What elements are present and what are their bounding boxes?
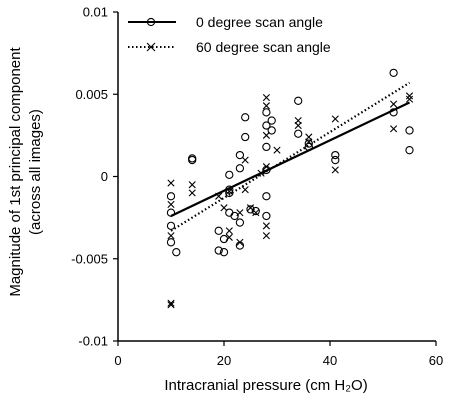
point-0-degree xyxy=(389,108,398,117)
point-0-degree xyxy=(230,211,239,221)
x-tick-label: 20 xyxy=(217,353,231,368)
point-60-degree xyxy=(390,100,398,108)
legend-circle-marker xyxy=(146,17,156,27)
point-0-degree xyxy=(262,121,271,130)
point-0-degree xyxy=(267,126,276,135)
point-60-degree xyxy=(331,166,339,174)
point-60-degree xyxy=(390,125,398,133)
point-60-degree xyxy=(236,238,244,246)
point-60-degree xyxy=(236,209,244,217)
data-points xyxy=(166,68,414,309)
point-60-degree xyxy=(262,131,270,139)
point-0-degree xyxy=(219,248,229,257)
point-0-degree xyxy=(267,116,276,125)
legend-entry-0-degree: 0 degree scan angle xyxy=(128,14,323,30)
point-0-degree xyxy=(331,150,340,160)
point-60-degree xyxy=(241,156,249,164)
legend-label-0-degree: 0 degree scan angle xyxy=(196,14,323,30)
point-0-degree xyxy=(225,170,234,180)
point-0-degree xyxy=(262,192,271,201)
point-0-degree xyxy=(241,113,250,122)
point-0-degree xyxy=(166,208,176,217)
point-60-degree xyxy=(167,200,175,209)
point-0-degree xyxy=(219,234,229,244)
point-0-degree xyxy=(251,206,260,216)
point-0-degree xyxy=(235,218,245,227)
point-60-degree xyxy=(305,138,313,146)
point-60-degree xyxy=(167,301,175,309)
point-60-degree xyxy=(167,299,175,307)
x-tick-label: 0 xyxy=(114,353,121,368)
point-60-degree xyxy=(225,227,233,235)
legend-x-marker xyxy=(146,42,156,52)
point-0-degree xyxy=(241,132,250,142)
point-60-degree xyxy=(405,92,414,100)
point-0-degree xyxy=(166,192,176,201)
point-0-degree xyxy=(246,205,255,214)
point-60-degree xyxy=(294,121,302,130)
x-axis-title: Intracranial pressure (cm H₂O) xyxy=(164,377,367,394)
point-0-degree xyxy=(262,108,271,117)
point-60-degree xyxy=(188,181,196,189)
point-0-degree xyxy=(172,248,181,257)
point-60-degree xyxy=(257,169,265,177)
point-0-degree xyxy=(405,146,414,155)
point-0-degree xyxy=(331,155,340,165)
point-0-degree xyxy=(294,96,303,105)
y-tick-label: -0.01 xyxy=(78,334,108,349)
point-0-degree xyxy=(166,221,176,230)
point-60-degree xyxy=(405,95,414,103)
point-0-degree xyxy=(304,142,313,152)
point-60-degree xyxy=(262,102,270,110)
tick-labels: -0.01 -0.005 0 0.005 0.01 0 20 40 60 xyxy=(71,5,443,369)
y-tick-label: -0.005 xyxy=(71,251,108,266)
point-0-degree xyxy=(405,126,414,135)
point-60-degree xyxy=(241,186,249,194)
plot-area: -0.01 -0.005 0 0.005 0.01 0 20 40 60 xyxy=(71,5,443,369)
x-tick-label: 40 xyxy=(323,353,337,368)
point-0-degree xyxy=(188,154,197,163)
point-0-degree xyxy=(389,68,398,78)
point-60-degree xyxy=(262,163,270,171)
legend-entry-60-degree: 60 degree scan angle xyxy=(128,39,331,55)
point-0-degree xyxy=(235,164,245,173)
point-60-degree xyxy=(262,232,270,240)
y-axis-subtitle: (across all images) xyxy=(27,109,44,235)
point-60-degree xyxy=(167,232,175,240)
point-0-degree xyxy=(214,226,223,235)
point-0-degree xyxy=(214,246,223,255)
point-60-degree xyxy=(188,189,196,197)
point-0-degree xyxy=(262,211,271,221)
trendline-60-degree xyxy=(170,81,411,232)
trendlines xyxy=(170,81,411,232)
point-60-degree xyxy=(273,146,281,154)
point-0-degree xyxy=(294,129,303,138)
point-60-degree xyxy=(252,209,260,217)
y-tick-label: 0 xyxy=(101,169,108,184)
point-0-degree xyxy=(262,142,271,152)
point-60-degree xyxy=(262,93,270,102)
y-tick-label: 0.01 xyxy=(83,5,108,20)
x-tick-label: 60 xyxy=(429,353,443,368)
point-0-degree xyxy=(225,188,234,198)
point-0-degree xyxy=(188,155,197,165)
point-60-degree xyxy=(331,115,339,123)
y-axis-title: Magnitude of 1st principal component xyxy=(7,47,24,297)
point-60-degree xyxy=(220,204,228,212)
trendline-0-degree xyxy=(170,101,410,217)
legend: 0 degree scan angle 60 degree scan angle xyxy=(128,14,331,55)
legend-label-60-degree: 60 degree scan angle xyxy=(196,39,331,55)
point-0-degree xyxy=(225,185,234,194)
point-0-degree xyxy=(304,139,313,148)
point-60-degree xyxy=(225,187,233,195)
point-60-degree xyxy=(167,179,175,187)
point-0-degree xyxy=(166,238,176,247)
point-60-degree xyxy=(215,192,223,200)
point-60-degree xyxy=(262,222,270,230)
point-60-degree xyxy=(225,233,233,241)
axis-ticks xyxy=(113,11,437,346)
y-tick-label: 0.005 xyxy=(75,87,108,102)
point-0-degree xyxy=(235,150,245,160)
